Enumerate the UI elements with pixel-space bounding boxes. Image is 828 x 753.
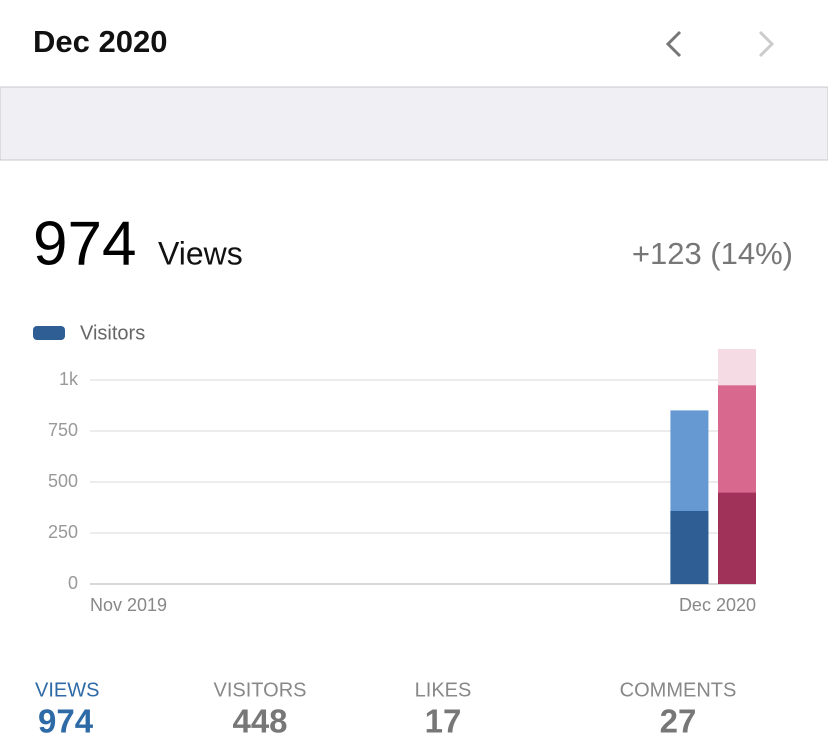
stat-label: COMMENTS xyxy=(620,679,737,701)
y-tick-label: 0 xyxy=(68,573,78,593)
separator-band xyxy=(0,86,828,161)
x-tick-label: Nov 2019 xyxy=(90,595,167,615)
y-tick-label: 1k xyxy=(59,369,79,389)
stat-label: LIKES xyxy=(415,679,472,701)
stat-label: VISITORS xyxy=(214,679,307,701)
stat-value[interactable]: 974 xyxy=(38,703,94,740)
summary-value: 974 xyxy=(33,209,136,278)
prev-button[interactable] xyxy=(665,30,682,58)
stat-label: VIEWS xyxy=(35,679,99,701)
next-button[interactable] xyxy=(758,30,775,58)
x-tick-label: Dec 2020 xyxy=(679,595,756,615)
stat-value[interactable]: 448 xyxy=(232,703,287,740)
summary-label: Views xyxy=(158,235,243,271)
y-tick-label: 250 xyxy=(48,522,78,542)
stat-value[interactable]: 17 xyxy=(425,703,462,740)
period-title: Dec 2020 xyxy=(33,24,167,59)
legend-swatch xyxy=(33,326,65,340)
bar xyxy=(670,510,709,584)
summary-change: +123 (14%) xyxy=(632,236,793,271)
y-tick-label: 750 xyxy=(48,420,78,440)
stat-value[interactable]: 27 xyxy=(660,703,697,740)
header-bar xyxy=(0,0,828,87)
bar xyxy=(718,492,756,584)
legend-label: Visitors xyxy=(80,322,145,344)
y-tick-label: 500 xyxy=(48,471,78,491)
